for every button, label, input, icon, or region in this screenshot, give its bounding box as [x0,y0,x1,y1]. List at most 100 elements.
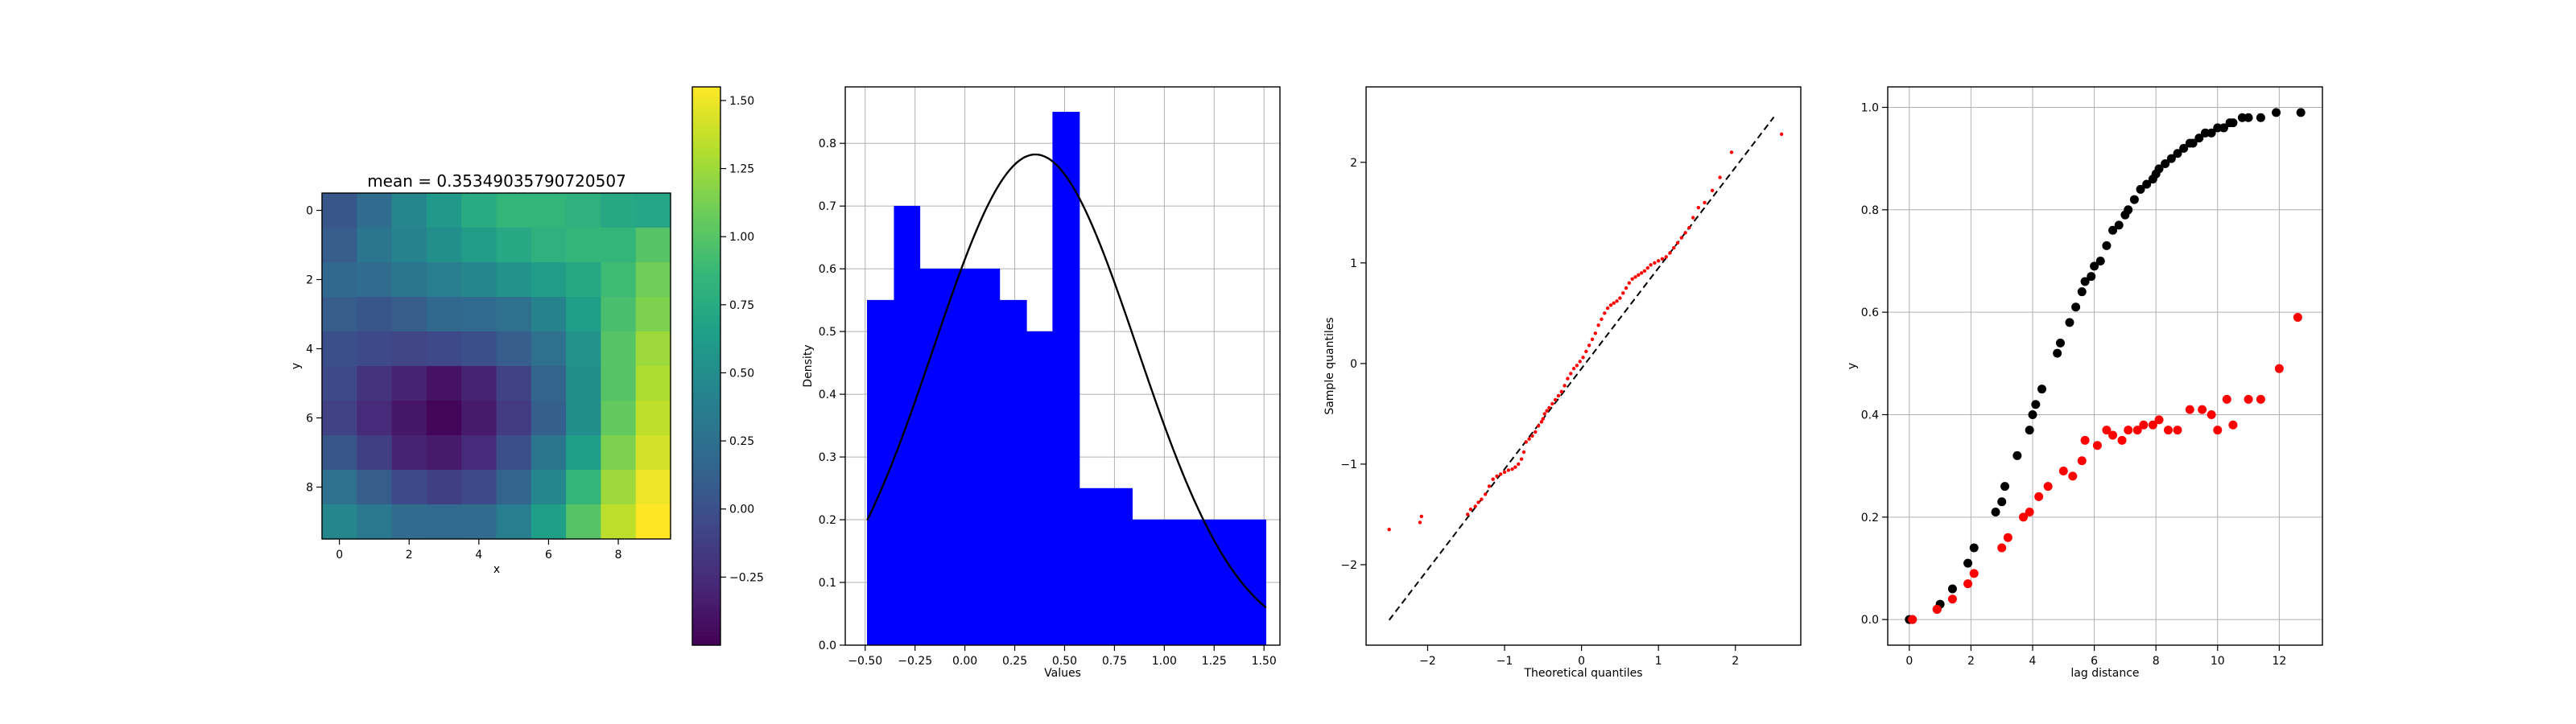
heatmap-cell [635,504,671,540]
x-tick-label: 2 [1732,655,1739,668]
qq-point [1476,500,1480,504]
qq-point [1596,323,1600,327]
qq-point [1524,440,1528,444]
colorbar-tick-label: 0.00 [729,504,754,516]
variogram-point-black [2095,256,2105,265]
colorbar-segment [692,529,720,534]
heatmap-cell [391,331,427,367]
y-tick-label: 0.1 [819,577,836,590]
variogram-point-red [1997,543,2007,553]
colorbar-segment [692,240,720,246]
variogram-point-red [1963,579,1973,589]
variogram-point-black [2013,450,2022,460]
heatmap-cell [426,331,462,367]
colorbar-segment [692,147,720,153]
qq-point [1556,393,1561,398]
heatmap-cell [530,470,567,505]
heatmap-cell [496,297,532,332]
variogram-point-black [2256,113,2265,122]
colorbar-segment [692,254,720,260]
variogram-point-red [2293,313,2302,323]
histogram-bar [972,268,1001,646]
qq-point [1513,465,1517,469]
variogram-point-red [2132,426,2142,435]
colorbar [691,86,721,646]
heatmap-cell [391,470,427,505]
variogram-point-red [2025,507,2034,516]
heatmap-cell [391,228,427,263]
qq-xlabel: Theoretical quantiles [1523,667,1642,680]
heatmap-y-tick-label: 6 [306,413,313,426]
colorbar-segment [692,575,720,581]
y-tick-label: 0.2 [1861,512,1879,524]
y-tick-label: 2 [1350,157,1357,170]
colorbar-segment [692,450,720,455]
variogram-point-red [2139,420,2149,430]
colorbar-segment [692,445,720,450]
colorbar-segment [692,87,720,93]
colorbar-segment [692,487,720,492]
heatmap-cell [322,331,357,367]
qq-point [1642,269,1647,274]
heatmap-cell [530,366,567,401]
variogram-point-red [2173,426,2182,435]
heatmap-cell [322,366,357,401]
qq-point [1621,291,1625,295]
heatmap-cell [426,262,462,298]
heatmap-x-tick-label: 4 [475,549,482,562]
variogram-point-black [2179,143,2189,153]
qq-point [1630,277,1634,282]
colorbar-segment [692,505,720,511]
qq-point [1468,507,1473,512]
heatmap-x-tick-label: 0 [336,549,343,562]
colorbar-segment [692,612,720,618]
qq-point [1536,424,1541,428]
colorbar-segment [692,435,720,442]
colorbar-segment [692,194,720,200]
heatmap-cell [566,401,601,436]
colorbar-segment [692,151,720,158]
colorbar-tick-label: 0.50 [729,367,754,380]
heatmap-cell [391,504,427,540]
qq-point [1656,259,1661,263]
y-tick-label: 0.3 [819,451,836,464]
histogram-frame [844,86,1281,646]
y-tick-label: 0.8 [819,138,836,150]
colorbar-segment [692,389,720,395]
heatmap-chart: mean = 0.35349035790720507 0 2 4 6 8 0 2 4 6 8 x… [290,86,764,646]
variogram-chart: 0 2 4 6 8 10 12 0.0 0.2 0.4 0.6 0.8 1.0 lag distanc… [1846,86,2323,680]
variogram-point-black [2142,179,2152,189]
y-tick-label: 0.7 [819,200,836,213]
colorbar-segment [692,393,720,400]
heatmap-cell [322,228,357,263]
qq-point [1653,261,1657,265]
heatmap-cell [566,331,601,367]
variogram-point-red [2154,415,2164,425]
colorbar-segment [692,142,720,148]
variogram-point-red [2003,533,2013,542]
heatmap-cell [601,297,637,332]
colorbar-segment [692,430,720,437]
y-tick-label: 1.0 [1861,101,1879,114]
qq-point [1547,405,1551,410]
variogram-point-black [2055,338,2065,348]
variogram-point-black [2207,128,2216,138]
variogram-point-red [2198,405,2207,414]
y-tick-label: 0.4 [819,389,836,401]
variogram-point-red [2124,426,2133,435]
colorbar-segment [692,305,720,311]
heatmap-cell [601,435,637,471]
colorbar-segment [692,221,720,228]
variogram-point-black [2244,113,2253,122]
histogram-bar [1238,519,1266,646]
heatmap-cell [391,297,427,332]
qq-point [1612,301,1616,306]
variogram-point-black [1969,543,1979,553]
y-tick-label: 0.6 [819,263,836,276]
variogram-point-black [1947,584,1957,594]
heatmap-cell [426,435,462,471]
variogram-point-black [2065,318,2074,327]
colorbar-segment [692,184,720,190]
heatmap-cell [530,297,567,332]
variogram-frame [1887,86,2323,646]
